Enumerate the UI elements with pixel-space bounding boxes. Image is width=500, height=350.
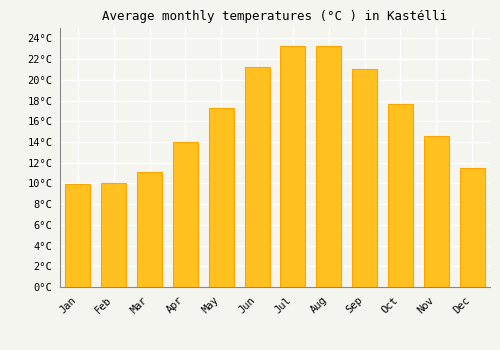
Bar bbox=[388, 104, 413, 287]
Bar bbox=[101, 183, 126, 287]
Bar bbox=[280, 46, 305, 287]
Bar bbox=[137, 172, 162, 287]
Bar bbox=[424, 136, 449, 287]
Bar bbox=[208, 108, 234, 287]
Bar bbox=[460, 168, 484, 287]
Bar bbox=[352, 69, 377, 287]
Title: Average monthly temperatures (°C ) in Kastélli: Average monthly temperatures (°C ) in Ka… bbox=[102, 10, 448, 23]
Bar bbox=[173, 142, 198, 287]
Bar bbox=[244, 67, 270, 287]
Bar bbox=[316, 46, 342, 287]
Bar bbox=[66, 184, 90, 287]
